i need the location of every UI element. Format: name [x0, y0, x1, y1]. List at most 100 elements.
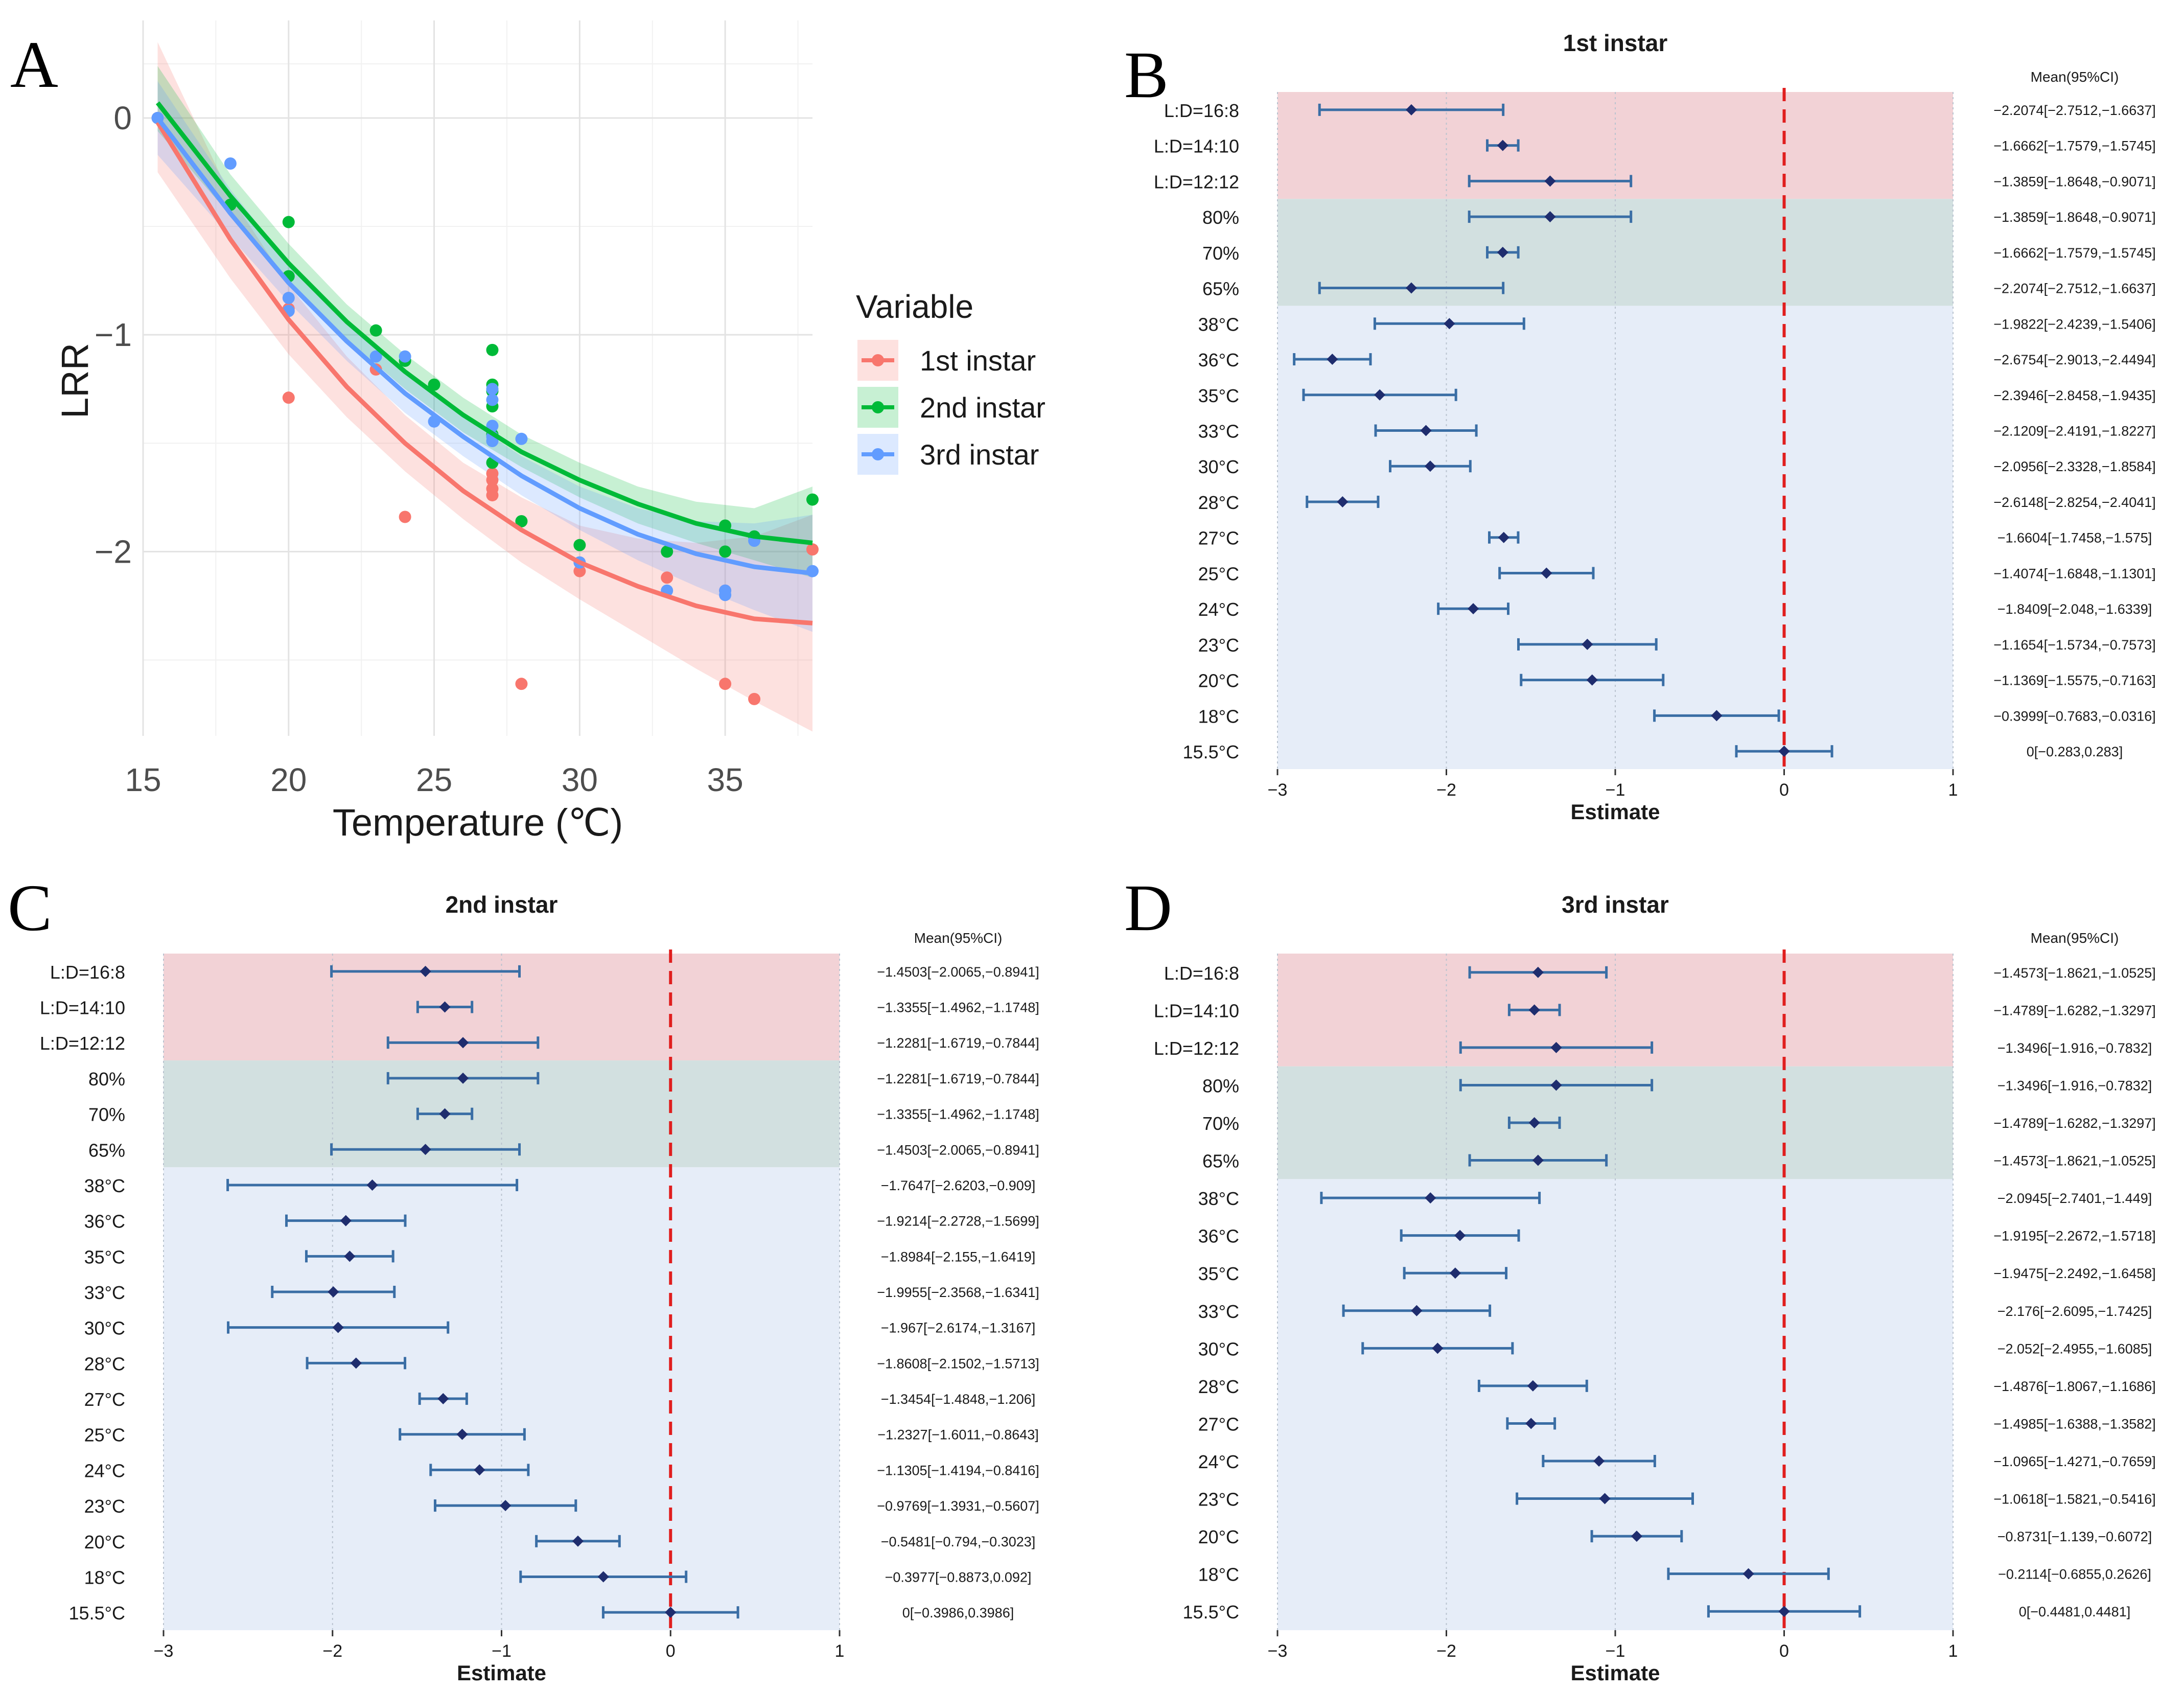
- data-point-1st-instar: [486, 474, 499, 487]
- row-label: 27°C: [1198, 528, 1239, 549]
- mean-point: [456, 1428, 468, 1440]
- row-label: 80%: [88, 1069, 125, 1090]
- legend-label-3rd-instar: 3rd instar: [920, 438, 1039, 471]
- ci-value: −1.2327[−1.6011,−0.8643]: [877, 1427, 1039, 1443]
- row-label: 33°C: [1198, 1301, 1239, 1322]
- legend-title: Variable: [856, 288, 973, 325]
- row-label: L:D=12:12: [1154, 1038, 1239, 1059]
- legend-key-dot-1st-instar: [872, 354, 884, 366]
- ci-value: −1.1369[−1.5575,−0.7163]: [1993, 673, 2156, 688]
- ci-value: −1.6662[−1.7579,−1.5745]: [1993, 245, 2156, 261]
- mean-point: [332, 1322, 344, 1333]
- fit-line-1st-instar: [155, 121, 813, 626]
- mean-point: [1582, 638, 1593, 650]
- x-tick-label: −2: [322, 1641, 342, 1661]
- panel-b-forest-1st-instar: L:D=16:8 −2.2074[−2.7512,−1.6637] L:D=14:1…: [1124, 30, 2156, 824]
- row-label: 25°C: [84, 1425, 125, 1446]
- x-tick-label: 0: [666, 1641, 676, 1661]
- ci-value: −1.4876[−1.8067,−1.1686]: [1993, 1379, 2156, 1394]
- ci-value: −1.8409[−2.048,−1.6339]: [1997, 601, 2152, 617]
- ci-value: −1.4503[−2.0065,−0.8941]: [877, 964, 1039, 980]
- ci-value: −2.0956[−2.3328,−1.8584]: [1993, 459, 2156, 474]
- mean-point: [1550, 1079, 1562, 1091]
- row-label: L:D=12:12: [40, 1033, 125, 1054]
- mean-point: [439, 1108, 451, 1120]
- ci-value: −1.3859[−1.8648,−0.9071]: [1993, 210, 2156, 225]
- panel-d-forest-3rd-instar: L:D=16:8 −1.4573[−1.8621,−1.0525] L:D=14:1…: [1124, 871, 2156, 1685]
- mean-point: [1405, 104, 1417, 115]
- data-point-3rd-instar: [486, 383, 499, 396]
- mean-point: [457, 1037, 469, 1049]
- mean-point: [500, 1500, 512, 1512]
- ci-column-header: Mean(95%CI): [2031, 69, 2119, 85]
- mean-point: [1742, 1568, 1754, 1580]
- row-label: 23°C: [1198, 635, 1239, 656]
- x-tick-label: 0: [1779, 1641, 1789, 1661]
- row-label: 15.5°C: [1183, 742, 1239, 762]
- x-tick-label: 25: [416, 761, 452, 798]
- ci-value: −2.052[−2.4955,−1.6085]: [1997, 1341, 2152, 1356]
- ci-value: −0.8731[−1.139,−0.6072]: [1997, 1529, 2152, 1544]
- data-point-3rd-instar: [486, 393, 499, 406]
- data-point-1st-instar: [282, 391, 295, 404]
- x-tick-label: −3: [1268, 1641, 1288, 1661]
- data-point-2nd-instar: [486, 343, 499, 356]
- ci-value: −1.2281[−1.6719,−0.7844]: [877, 1035, 1039, 1051]
- row-label: 36°C: [84, 1211, 125, 1232]
- row-label: L:D=14:10: [40, 998, 125, 1018]
- x-tick-label: 1: [1948, 780, 1958, 800]
- row-label: 20°C: [1198, 670, 1239, 691]
- panel-letter-b: B: [1124, 38, 1169, 112]
- x-tick-label: −1: [492, 1641, 512, 1661]
- data-point-3rd-instar: [369, 350, 382, 363]
- mean-point: [1327, 354, 1338, 365]
- data-point-2nd-instar: [806, 493, 819, 506]
- ci-value: −0.5481[−0.794,−0.3023]: [881, 1534, 1036, 1549]
- data-point-2nd-instar: [573, 539, 586, 551]
- ci-value: −1.3496[−1.916,−0.7832]: [1997, 1040, 2152, 1056]
- mean-point: [1532, 1154, 1544, 1166]
- ci-value: −1.7647[−2.6203,−0.909]: [881, 1178, 1036, 1193]
- mean-point: [1528, 1004, 1540, 1016]
- data-point-3rd-instar: [282, 292, 295, 305]
- data-point-3rd-instar: [399, 350, 411, 363]
- mean-point: [1420, 425, 1432, 436]
- row-label: L:D=16:8: [1164, 963, 1239, 984]
- ci-value: −1.1305[−1.4194,−0.8416]: [877, 1463, 1039, 1478]
- ci-value: −2.6754[−2.9013,−2.4494]: [1993, 352, 2156, 367]
- ci-value: −1.4985[−1.6388,−1.3582]: [1993, 1416, 2156, 1431]
- mean-point: [1444, 318, 1455, 330]
- row-label: 38°C: [1198, 1188, 1239, 1209]
- row-label: 33°C: [84, 1282, 125, 1303]
- ci-value: −1.4074[−1.6848,−1.1301]: [1993, 566, 2156, 581]
- mean-point: [328, 1286, 339, 1298]
- mean-point: [1337, 496, 1349, 507]
- ci-value: −2.6148[−2.8254,−2.4041]: [1993, 495, 2156, 510]
- ci-value: −2.2074[−2.7512,−1.6637]: [1993, 103, 2156, 118]
- x-tick-label: 20: [270, 761, 307, 798]
- ci-value: −1.4573[−1.8621,−1.0525]: [1993, 1153, 2156, 1169]
- mean-point: [1711, 710, 1723, 722]
- row-label: 65%: [1202, 1151, 1239, 1172]
- ci-value: −1.3355[−1.4962,−1.1748]: [877, 1000, 1039, 1015]
- row-label: 35°C: [1198, 1263, 1239, 1284]
- row-label: 28°C: [1198, 492, 1239, 513]
- data-point-3rd-instar: [515, 432, 528, 445]
- ci-value: −0.9769[−1.3931,−0.5607]: [877, 1498, 1039, 1514]
- mean-point: [1593, 1455, 1605, 1467]
- ci-value: 0[−0.283,0.283]: [2027, 744, 2123, 759]
- row-label: 35°C: [84, 1246, 125, 1267]
- row-label: L:D=16:8: [1164, 100, 1239, 121]
- ci-value: −1.6604[−1.7458,−1.575]: [1997, 530, 2152, 546]
- ci-value: −2.176[−2.6095,−1.7425]: [1997, 1304, 2152, 1319]
- mean-point: [1411, 1305, 1423, 1316]
- ci-value: −1.9214[−2.2728,−1.5699]: [877, 1214, 1039, 1229]
- panel-title: 1st instar: [1563, 30, 1668, 56]
- data-point-1st-instar: [486, 489, 499, 502]
- x-tick-label: −3: [154, 1641, 174, 1661]
- legend-key-dot-2nd-instar: [872, 401, 884, 413]
- ci-value: −1.3496[−1.916,−0.7832]: [1997, 1078, 2152, 1093]
- mean-point: [1599, 1493, 1611, 1504]
- row-label: 15.5°C: [1183, 1602, 1239, 1623]
